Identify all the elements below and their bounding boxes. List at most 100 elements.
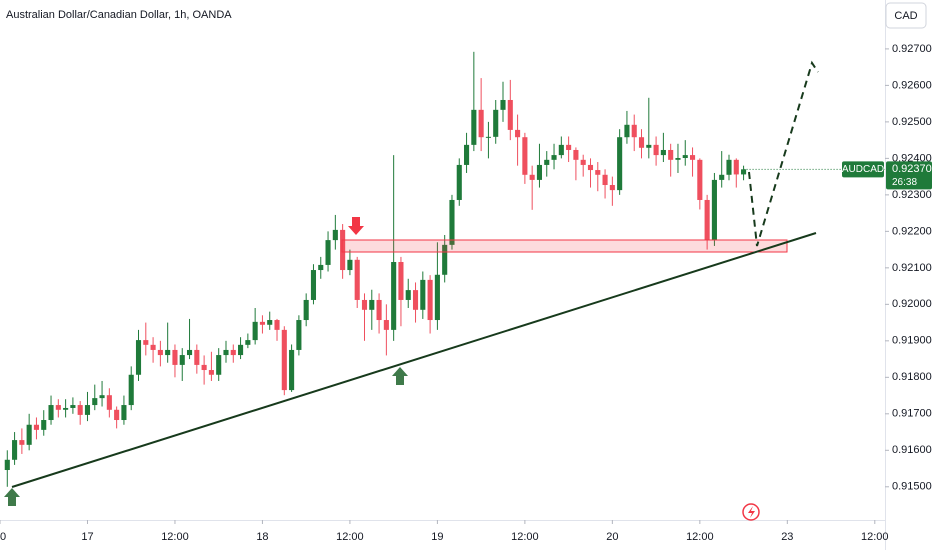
candle-body bbox=[711, 179, 717, 241]
resistance-zone bbox=[341, 239, 788, 253]
candle-body bbox=[303, 299, 309, 321]
candle-body bbox=[194, 349, 200, 365]
candle-body bbox=[208, 370, 214, 375]
candle-body bbox=[33, 424, 40, 430]
candle-body bbox=[281, 329, 287, 391]
candle-body bbox=[296, 320, 302, 350]
candle-body bbox=[186, 349, 193, 356]
candle-body bbox=[660, 149, 666, 156]
candle-body bbox=[201, 364, 207, 371]
candle-body bbox=[84, 405, 91, 415]
candle-body bbox=[551, 155, 557, 160]
candle-body bbox=[4, 459, 10, 471]
y-tick-label: 0.92600 bbox=[892, 79, 932, 91]
candle-body bbox=[238, 344, 244, 356]
candle-body bbox=[121, 405, 127, 421]
x-tick-label: 17 bbox=[81, 531, 93, 543]
x-tick-label: 12:00 bbox=[686, 531, 714, 543]
candle-body bbox=[274, 320, 280, 330]
candle-body bbox=[653, 144, 659, 156]
candle-body bbox=[566, 144, 572, 150]
candle-body bbox=[522, 137, 528, 175]
candle-body bbox=[704, 199, 710, 241]
candle-body bbox=[442, 244, 448, 275]
y-tick-label: 0.91900 bbox=[892, 335, 932, 347]
candle-body bbox=[391, 262, 397, 330]
candle-body bbox=[493, 109, 499, 137]
price-tag-label: 0.92370 bbox=[892, 163, 932, 175]
candle-body bbox=[267, 320, 273, 325]
candle-body bbox=[347, 259, 353, 271]
y-tick-label: 0.92700 bbox=[892, 43, 932, 55]
candle-body bbox=[230, 349, 236, 356]
price-tag bbox=[886, 161, 932, 190]
candle-body bbox=[646, 144, 652, 148]
candle-body bbox=[41, 420, 47, 430]
currency-button[interactable] bbox=[885, 2, 927, 29]
candle-body bbox=[48, 405, 54, 421]
candle-body bbox=[544, 159, 550, 165]
candle-body bbox=[26, 424, 32, 445]
currency-label[interactable]: CAD bbox=[894, 10, 917, 22]
sell-arrow bbox=[348, 217, 364, 235]
candle-body bbox=[602, 174, 608, 186]
alert-icon[interactable] bbox=[742, 503, 760, 521]
candle-body bbox=[464, 144, 470, 165]
x-tick-label: 23 bbox=[781, 531, 793, 543]
candle-body bbox=[741, 169, 747, 175]
y-tick-label: 0.92400 bbox=[892, 152, 932, 164]
plot-area bbox=[4, 51, 747, 487]
candle-body bbox=[92, 398, 98, 406]
alert-bolt bbox=[748, 506, 755, 518]
candle-body bbox=[478, 109, 484, 138]
candle-body bbox=[638, 137, 645, 148]
x-tick-label: 00 bbox=[0, 531, 6, 543]
countdown-label: 26:38 bbox=[892, 177, 917, 188]
candle-body bbox=[157, 349, 163, 356]
candle-body bbox=[55, 405, 61, 410]
candle-body bbox=[150, 344, 156, 350]
candle-body bbox=[354, 259, 360, 300]
candle-body bbox=[172, 349, 178, 365]
y-tick-label: 0.92000 bbox=[892, 298, 932, 310]
candle-body bbox=[12, 440, 18, 460]
buy-arrow bbox=[392, 367, 408, 385]
candle-body bbox=[179, 355, 185, 365]
y-tick-label: 0.92200 bbox=[892, 225, 932, 237]
symbol-tag bbox=[842, 161, 884, 178]
y-tick-label: 0.91800 bbox=[892, 371, 932, 383]
candle-body bbox=[216, 355, 222, 375]
trend-line bbox=[11, 232, 817, 488]
y-tick-label: 0.91700 bbox=[892, 408, 932, 420]
candle-body bbox=[70, 405, 76, 408]
candle-body bbox=[223, 349, 229, 356]
candle-body bbox=[19, 440, 25, 445]
candle-body bbox=[500, 99, 506, 110]
candle-body bbox=[471, 109, 477, 145]
candle-body bbox=[587, 164, 594, 171]
candle-body bbox=[427, 279, 433, 321]
candle-body bbox=[114, 409, 120, 421]
projection-path bbox=[748, 60, 819, 247]
candle-body bbox=[668, 149, 674, 160]
candle-body bbox=[361, 299, 368, 310]
candle-body bbox=[485, 136, 491, 138]
y-tick-label: 0.91500 bbox=[892, 481, 932, 493]
candle-body bbox=[689, 155, 696, 160]
candle-body bbox=[412, 290, 419, 310]
candle-body bbox=[456, 164, 462, 200]
candle-body bbox=[507, 99, 513, 130]
candle-body bbox=[143, 340, 149, 345]
candle-body bbox=[376, 299, 382, 321]
y-tick-label: 0.92100 bbox=[892, 262, 932, 274]
candle-body bbox=[245, 340, 251, 345]
x-tick-label: 19 bbox=[431, 531, 443, 543]
candle-body bbox=[128, 374, 134, 406]
x-tick-label: 12:00 bbox=[161, 531, 189, 543]
candle-body bbox=[558, 144, 564, 156]
candle-body bbox=[719, 174, 725, 180]
candle-body bbox=[369, 299, 375, 310]
candle-body bbox=[252, 321, 258, 341]
